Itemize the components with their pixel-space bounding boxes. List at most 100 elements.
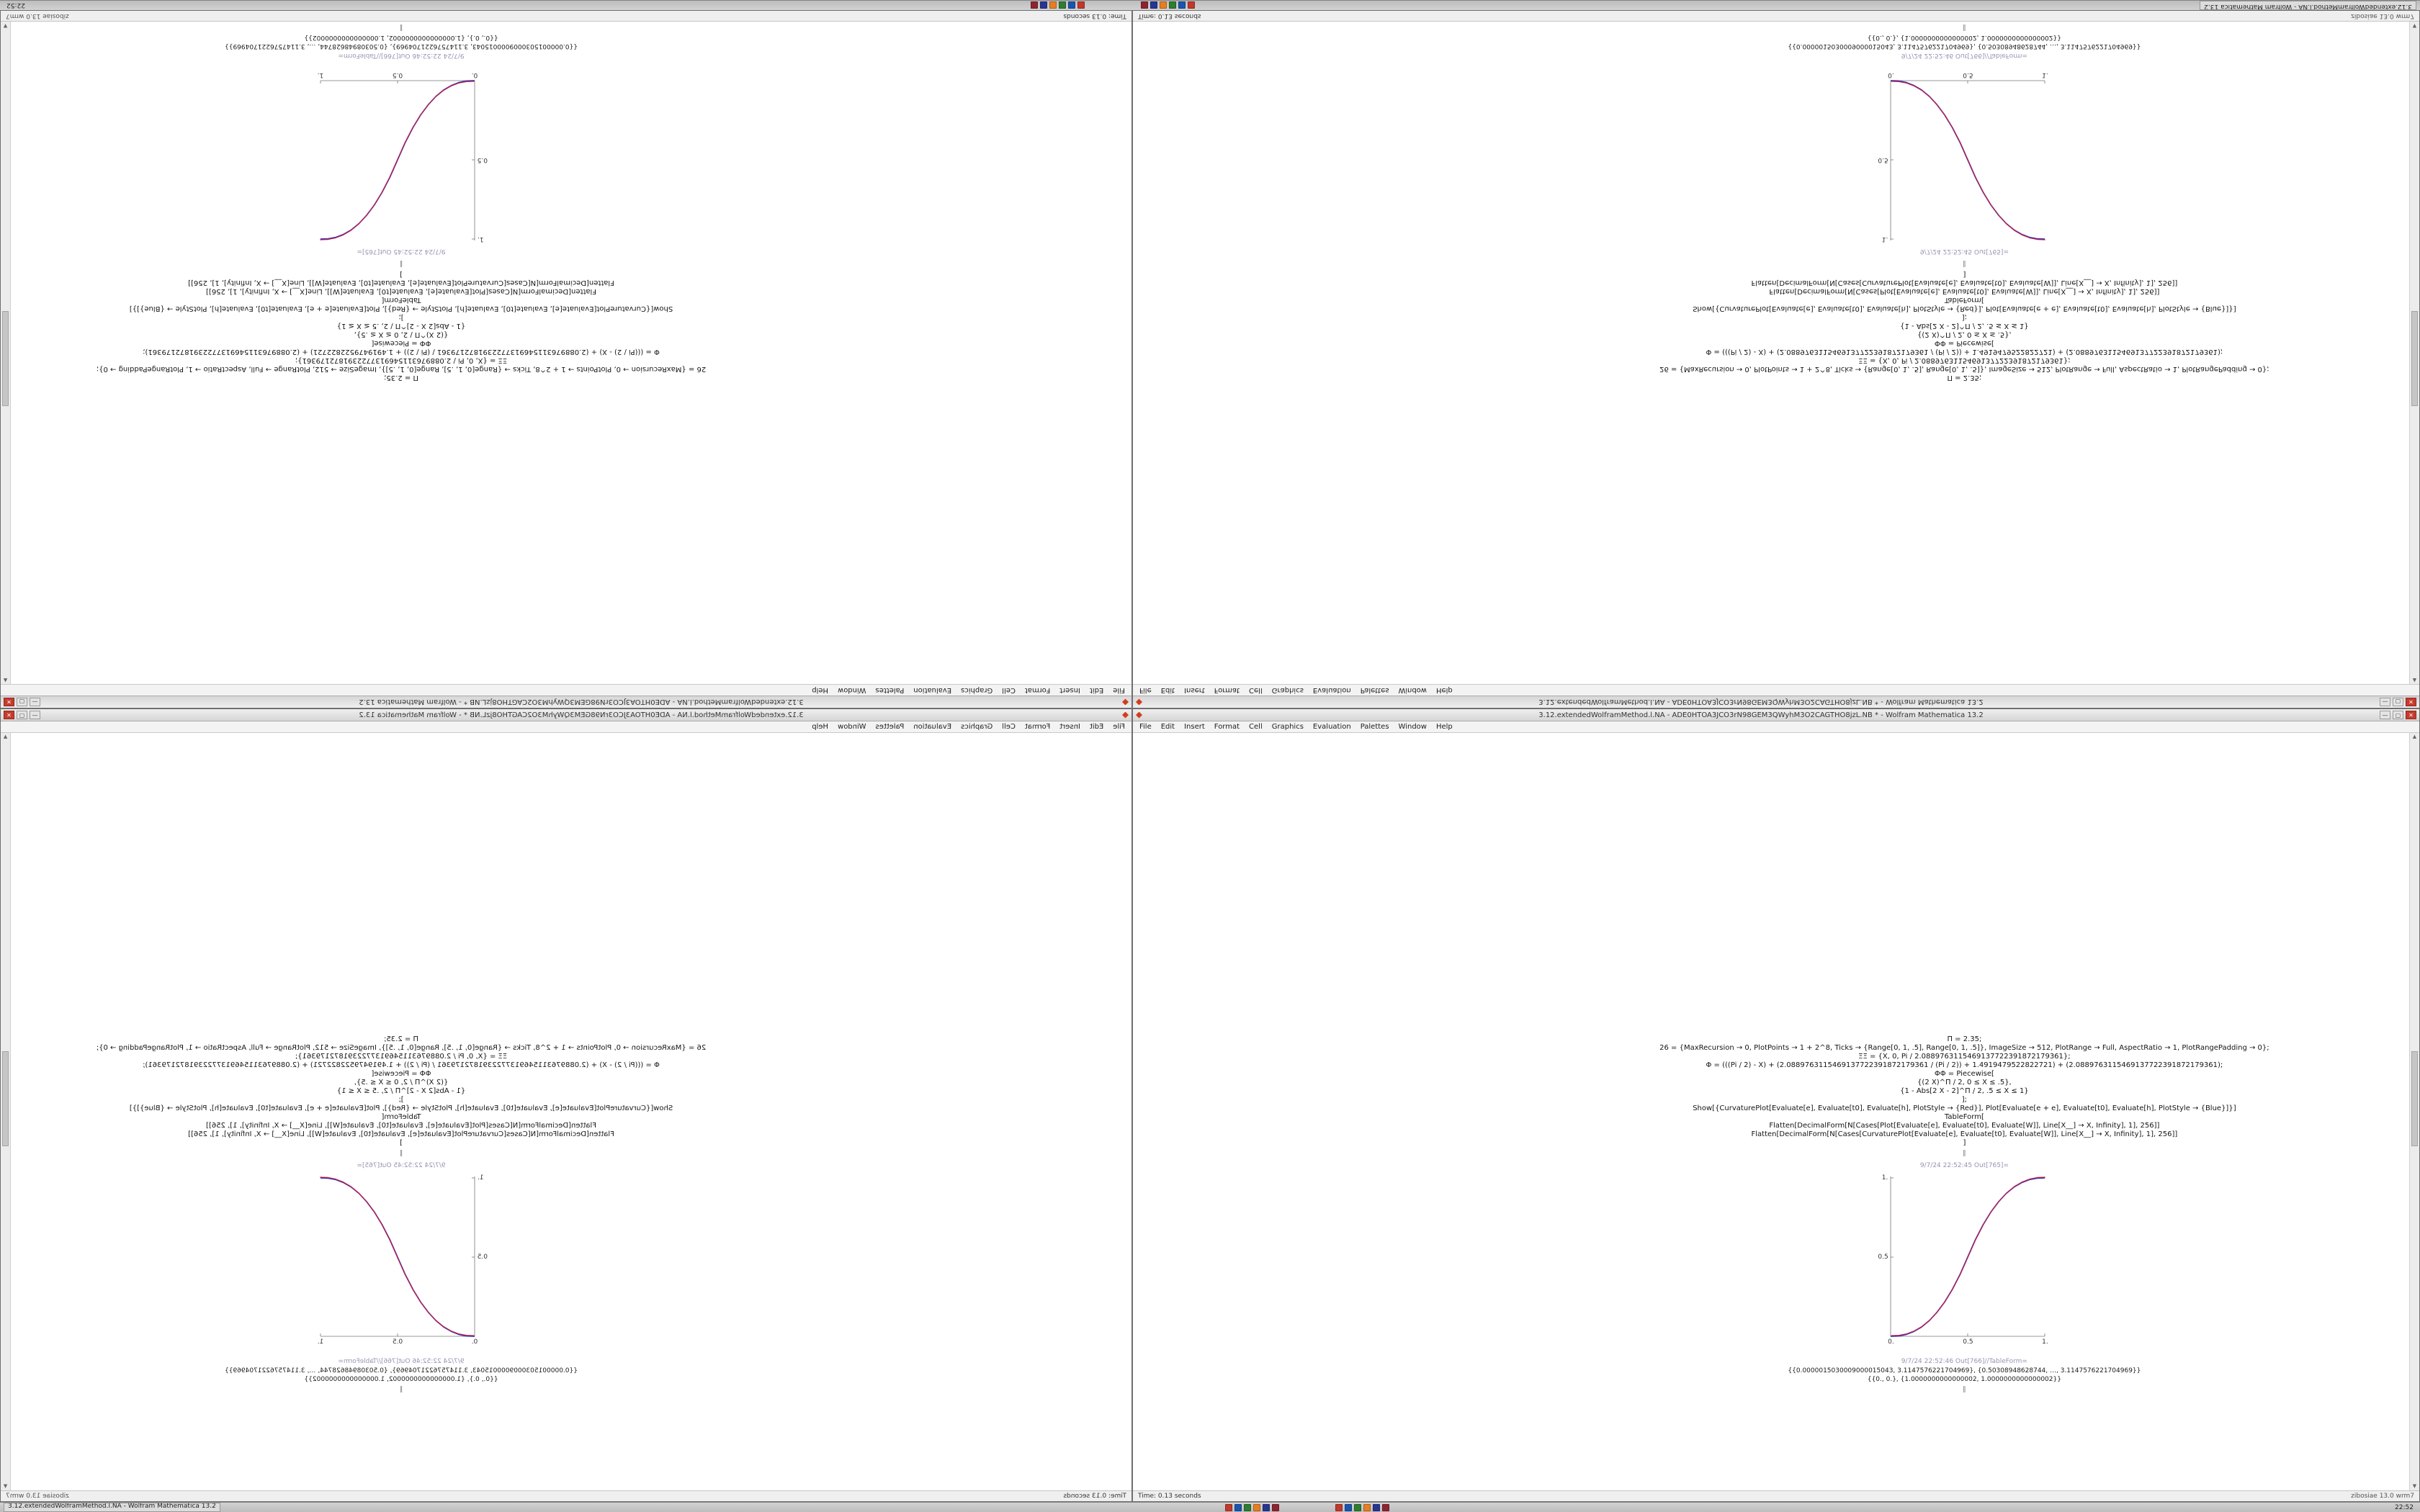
scrollbar-thumb[interactable] [2411,1050,2418,1146]
input-code-line[interactable]: Show[{CurvaturePlot[Evaluate[e], Evaluat… [1693,1104,2236,1112]
menu-file[interactable]: File [1139,686,1152,694]
menu-cell[interactable]: Cell [1249,723,1263,731]
menu-window[interactable]: Window [1398,686,1427,694]
close-button[interactable]: ✕ [2406,711,2416,719]
vertical-scrollbar[interactable]: ▲ ▼ [1,733,11,1490]
input-code-line[interactable]: Flatten[DecimalForm[N[Cases[Plot[Evaluat… [206,1122,596,1130]
tray-app-navy-icon[interactable] [1150,1,1157,9]
input-code-line[interactable]: ]; [398,1096,404,1104]
menu-format[interactable]: Format [1214,723,1240,731]
close-button[interactable]: ✕ [4,698,14,706]
menu-palettes[interactable]: Palettes [1360,686,1389,694]
tray-app-maroon-icon[interactable] [1272,1503,1280,1511]
input-code-line[interactable]: Π = 2.35; [1947,374,1982,382]
input-code-line[interactable]: Φ = (((Pi / 2) - X) + (2.088976311546913… [143,1061,660,1069]
menu-format[interactable]: Format [1024,686,1051,694]
input-code-line[interactable]: TableForm[ [1944,1113,1984,1121]
minimize-button[interactable]: — [2380,711,2390,719]
tray-app-maroon-icon[interactable] [1140,1,1148,9]
tray-app-green-icon[interactable] [1354,1503,1362,1511]
input-code-line[interactable]: {(2 X)^Π / 2, 0 ≤ X ≤ .5}, [354,1079,449,1086]
menu-cell[interactable]: Cell [1249,686,1263,694]
input-code-line[interactable]: 26 = {MaxRecursion → 0, PlotPoints → 1 +… [1659,1044,2269,1052]
scroll-down-arrow[interactable]: ▼ [2412,1483,2417,1489]
scroll-down-arrow[interactable]: ▼ [3,23,8,29]
close-button[interactable]: ✕ [4,711,14,719]
tray-app-navy-icon[interactable] [1039,1,1047,9]
tray-app-green-icon[interactable] [1058,1,1066,9]
input-code-line[interactable]: ΞΞ = {X, 0, Pi / 2.088976311546913772239… [295,356,508,364]
tray-app-blue-icon[interactable] [1067,1,1075,9]
menu-edit[interactable]: Edit [1089,723,1104,731]
tray-app-navy-icon[interactable] [1263,1503,1270,1511]
tray-app-orange-icon[interactable] [1159,1,1167,9]
input-code-line[interactable]: {1 - Abs[2 X - 2]^Π / 2, .5 ≤ X ≤ 1} [336,1087,466,1095]
input-code-line[interactable]: ] [1963,270,1966,278]
menu-insert[interactable]: Insert [1059,723,1080,731]
menu-evaluation[interactable]: Evaluation [1312,686,1351,694]
input-code-line[interactable]: ΞΞ = {X, 0, Pi / 2.088976311546913772239… [295,1053,508,1061]
tray-app-orange-icon[interactable] [1049,1,1057,9]
vertical-scrollbar[interactable]: ▲ ▼ [1,22,11,684]
menu-cell[interactable]: Cell [1002,723,1016,731]
input-code-line[interactable]: Π = 2.35; [1947,1035,1982,1043]
input-code-line[interactable]: 26 = {MaxRecursion → 0, PlotPoints → 1 +… [96,365,707,373]
menu-insert[interactable]: Insert [1184,686,1205,694]
input-code-line[interactable]: ΦΦ = Piecewise[ [1934,339,1994,347]
menu-evaluation[interactable]: Evaluation [913,723,952,731]
menu-file[interactable]: File [1113,686,1125,694]
tray-close-red-icon[interactable] [1077,1,1085,9]
minimize-button[interactable]: — [30,698,40,706]
menu-evaluation[interactable]: Evaluation [913,686,952,694]
tray-app-orange-icon[interactable] [1363,1503,1371,1511]
input-code-line[interactable]: {1 - Abs[2 X - 2]^Π / 2, .5 ≤ X ≤ 1} [336,322,466,330]
menu-insert[interactable]: Insert [1184,723,1205,731]
input-code-line[interactable]: ΦΦ = Piecewise[ [1934,1070,1994,1078]
input-code-line[interactable]: Φ = (((Pi / 2) - X) + (2.088976311546913… [1706,1061,2223,1069]
input-code-line[interactable]: {(2 X)^Π / 2, 0 ≤ X ≤ .5}, [354,330,449,338]
input-code-line[interactable]: Φ = (((Pi / 2) - X) + (2.088976311546913… [1706,348,2223,356]
input-code-line[interactable]: Π = 2.35; [384,1035,418,1043]
menu-graphics[interactable]: Graphics [961,723,993,731]
menu-graphics[interactable]: Graphics [1271,686,1304,694]
menu-palettes[interactable]: Palettes [1360,723,1389,731]
input-code-line[interactable]: Π = 2.35; [384,374,418,382]
tray-app-maroon-icon[interactable] [1030,1,1038,9]
scrollbar-thumb[interactable] [2,1050,9,1146]
maximize-button[interactable]: ▢ [2393,711,2403,719]
scrollbar-thumb[interactable] [2411,310,2418,406]
scroll-down-arrow[interactable]: ▼ [2412,23,2417,29]
menu-insert[interactable]: Insert [1059,686,1080,694]
close-button[interactable]: ✕ [2406,698,2416,706]
menu-format[interactable]: Format [1214,686,1240,694]
tray-app-orange-icon[interactable] [1253,1503,1261,1511]
menu-help[interactable]: Help [812,686,829,694]
tray-close-red-icon[interactable] [1225,1503,1233,1511]
tray-app-blue-icon[interactable] [1178,1,1186,9]
menu-help[interactable]: Help [812,723,829,731]
input-code-line[interactable]: 26 = {MaxRecursion → 0, PlotPoints → 1 +… [1659,365,2269,373]
vertical-scrollbar[interactable]: ▲ ▼ [2409,733,2419,1490]
menu-graphics[interactable]: Graphics [961,686,993,694]
tray-app-green-icon[interactable] [1244,1503,1252,1511]
input-code-line[interactable]: TableForm[ [381,1113,421,1121]
input-code-line[interactable]: {1 - Abs[2 X - 2]^Π / 2, .5 ≤ X ≤ 1} [1900,1087,2029,1095]
input-code-line[interactable]: Flatten[DecimalForm[N[Cases[Plot[Evaluat… [206,287,596,295]
menu-file[interactable]: File [1113,723,1125,731]
input-code-line[interactable]: ΦΦ = Piecewise[ [371,1070,431,1078]
menu-help[interactable]: Help [1435,723,1453,731]
menu-help[interactable]: Help [1435,686,1453,694]
input-code-line[interactable]: ] [1963,1139,1966,1147]
input-code-line[interactable]: Flatten[DecimalForm[N[Cases[CurvaturePlo… [188,1130,614,1138]
input-code-line[interactable]: TableForm[ [381,296,421,304]
input-code-line[interactable]: {(2 X)^Π / 2, 0 ≤ X ≤ .5}, [1917,330,2012,338]
menu-cell[interactable]: Cell [1002,686,1016,694]
tray-app-blue-icon[interactable] [1345,1503,1353,1511]
input-code-line[interactable]: Flatten[DecimalForm[N[Cases[Plot[Evaluat… [1769,287,2160,295]
vertical-scrollbar[interactable]: ▲ ▼ [2409,22,2419,684]
tray-app-navy-icon[interactable] [1373,1503,1381,1511]
input-code-line[interactable]: ΞΞ = {X, 0, Pi / 2.088976311546913772239… [1858,356,2071,364]
input-code-line[interactable]: ΦΦ = Piecewise[ [371,339,431,347]
scroll-up-arrow[interactable]: ▲ [3,678,8,683]
input-code-line[interactable]: 26 = {MaxRecursion → 0, PlotPoints → 1 +… [96,1044,707,1052]
